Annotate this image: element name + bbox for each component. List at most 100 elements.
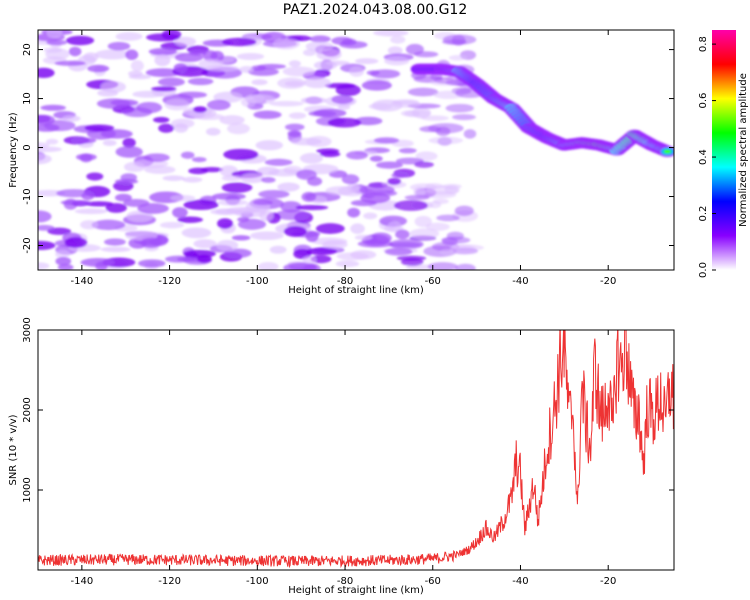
x-tick-label: -140 [71,576,94,587]
heatmap-cell [291,138,322,146]
heatmap-cell [414,161,434,167]
x-tick-label: -60 [425,576,441,587]
x-tick-label: -120 [158,576,181,587]
heatmap-cell [223,149,258,160]
heatmap-cell [355,235,373,240]
heatmap-cell [178,92,207,99]
heatmap-cell [56,189,91,197]
heatmap-cell [256,140,283,150]
heatmap-cell [322,240,348,249]
heatmap-cell [153,117,169,123]
heatmap-cell [405,195,430,200]
heatmap-cell [95,49,130,59]
heatmap-cell [385,248,413,256]
heatmap-cell [316,223,345,234]
heatmap-cell [303,264,321,275]
heatmap-cell [120,173,137,181]
heatmap-cell [391,173,407,178]
x-tick-label: -120 [158,276,181,287]
heatmap-cell [339,41,367,49]
colorbar: 0.00.20.40.60.8 Normalized spectral ampl… [698,30,749,278]
heatmap-cell [158,124,174,133]
heatmap-cell [374,137,399,143]
heatmap-cell [336,260,360,267]
heatmap-cell [241,173,265,183]
heatmap-cell [66,36,94,45]
heatmap-cell [101,247,131,252]
colorbar-tick-label: 0.6 [698,93,709,109]
heatmap-cell [342,174,359,184]
heatmap-cell [27,211,51,223]
heatmap-cell [350,223,365,234]
heatmap-cell [425,183,443,189]
heatmap-cell [373,30,408,37]
heatmap-cell [347,208,360,218]
spectrogram-x-label: Height of straight line (km) [288,285,424,296]
heatmap-cell [138,259,166,267]
heatmap-cell [384,57,409,66]
heatmap-cell [207,100,231,110]
heatmap-cell [387,178,401,185]
x-tick-label: -20 [600,276,616,287]
heatmap-cell [269,101,303,107]
heatmap-cell [137,102,163,113]
heatmap-cell [160,222,184,229]
heatmap-cell [175,53,203,62]
heatmap-cell [283,66,316,76]
heatmap-cell [115,194,132,202]
snr-y-axis: 100020003000 [22,317,674,502]
heatmap-cell [464,129,477,139]
heatmap-cell [367,70,380,75]
heatmap-cell [394,200,428,211]
heatmap-cell [69,47,82,57]
heatmap-cell [188,78,214,85]
heatmap-cell [301,192,316,202]
y-tick-label: -20 [22,237,33,253]
heatmap-cell [446,104,474,113]
heatmap-cell [158,78,185,87]
heatmap-cell [296,205,329,210]
heatmap-cell [170,195,195,201]
heatmap-cell [183,200,218,210]
heatmap-cell [108,42,131,51]
heatmap-cell [314,61,338,70]
heatmap-cell [131,60,144,71]
heatmap-cell [87,65,109,73]
heatmap-cell [289,60,301,67]
ridge-core [663,150,671,154]
heatmap-cell [370,156,383,162]
heatmap-cell [194,114,224,120]
heatmap-cell [289,112,306,119]
x-tick-label: -100 [246,276,269,287]
heatmap-cell [363,213,377,220]
heatmap-cell [359,185,394,195]
heatmap-cell [452,114,476,120]
heatmap-cell [455,264,475,274]
heatmap-cell [358,240,394,247]
heatmap-cell [328,118,361,128]
heatmap-cell [261,177,275,183]
y-tick-label: -10 [22,188,33,204]
heatmap-cell [116,146,143,158]
heatmap-cell [222,182,253,192]
heatmap-cell [128,71,143,77]
heatmap-cell [34,225,54,231]
y-tick-label: 0 [22,144,33,150]
heatmap-cell [162,29,182,40]
y-tick-label: 1000 [22,477,33,502]
heatmap-cell [277,182,299,191]
heatmap-cell [303,256,317,264]
heatmap-cell [406,44,424,55]
heatmap-cell [304,77,331,88]
heatmap-cell [216,240,238,251]
heatmap-cell [447,232,464,241]
x-tick-label: -40 [512,576,528,587]
heatmap-cell [193,106,207,112]
y-tick-label: 2000 [22,397,33,422]
heatmap-cell [188,168,208,175]
heatmap-cell [217,218,233,229]
figure-title: PAZ1.2024.043.08.00.G12 [283,2,468,18]
heatmap-cell [250,231,284,240]
heatmap-cell [215,209,235,215]
heatmap-cell [206,128,221,136]
